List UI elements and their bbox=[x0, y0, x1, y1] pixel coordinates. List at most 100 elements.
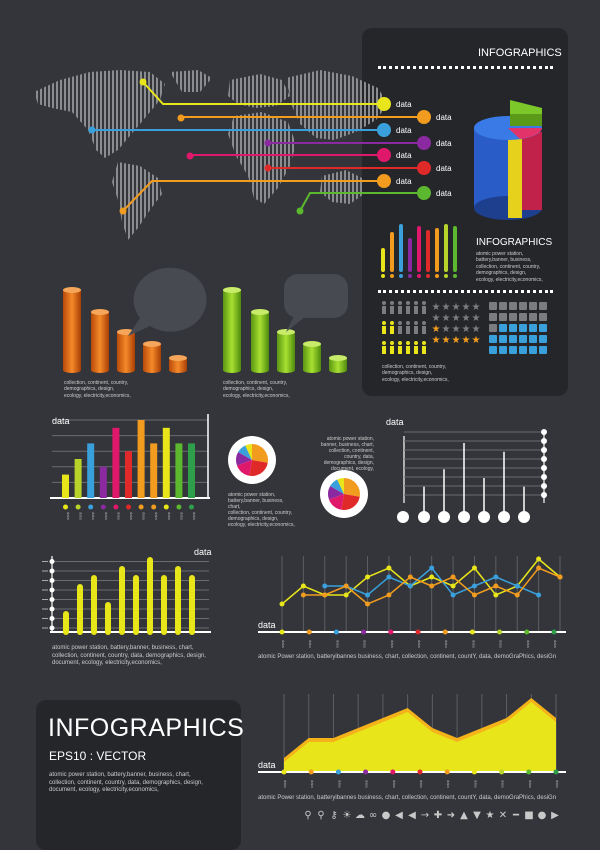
axis-tick-label: data bbox=[446, 780, 451, 789]
axis-dot bbox=[499, 769, 505, 775]
square-cell bbox=[499, 335, 507, 343]
arrow-icon: ▶ bbox=[551, 810, 559, 821]
yellow-bar-chart: data bbox=[42, 547, 212, 635]
cylinder-pie-body-yellow bbox=[508, 132, 522, 218]
square-cell bbox=[519, 346, 527, 354]
person-icon bbox=[422, 306, 426, 314]
pie1-slice bbox=[238, 445, 252, 460]
axis-dot bbox=[553, 769, 559, 775]
cylinder-orange-base bbox=[91, 367, 109, 373]
icon-row: ⚲ ⚲ ⚷ ☀ ☁ ∞ ● ◀ ◀ → ✚ ➜ ▲ ▼ ★ ✕ ━ ■ ● ▶ bbox=[304, 810, 559, 821]
square-cell bbox=[529, 324, 537, 332]
axis-tick-label: data bbox=[337, 780, 342, 789]
bar-x-label: data bbox=[167, 512, 172, 521]
cylinder-green bbox=[329, 358, 347, 370]
series-point bbox=[365, 574, 371, 580]
person-icon bbox=[398, 326, 402, 334]
square-cell bbox=[509, 346, 517, 354]
bar-dot bbox=[189, 504, 194, 510]
bubble1 bbox=[128, 267, 207, 336]
bar-dot bbox=[113, 504, 119, 510]
axis-tick-label: data bbox=[417, 640, 422, 649]
person-icon bbox=[414, 326, 418, 334]
speaker-icon: ◀ bbox=[395, 810, 403, 821]
lollipop-dot bbox=[518, 511, 530, 523]
tick-dot bbox=[49, 606, 55, 612]
bar-x-label: data bbox=[66, 512, 71, 521]
map-endpoint-dot bbox=[377, 148, 391, 162]
mini-bar-dot bbox=[444, 274, 448, 278]
square-cell bbox=[529, 302, 537, 310]
map-point bbox=[177, 114, 185, 122]
map-point bbox=[139, 78, 147, 86]
series-point bbox=[493, 592, 499, 598]
map-endpoint-dot bbox=[417, 110, 431, 124]
bar-dot bbox=[63, 504, 68, 510]
bar bbox=[188, 443, 195, 498]
series-point bbox=[386, 565, 392, 571]
pie2-slice bbox=[330, 479, 344, 494]
cylinders-green-caption: collection, continent, country, demograph… bbox=[223, 380, 290, 399]
star-icon: ★ bbox=[442, 324, 451, 335]
square-cell bbox=[509, 302, 517, 310]
axis-tick-label: data bbox=[555, 780, 560, 789]
cylinder-green-base bbox=[251, 367, 269, 373]
square-cell bbox=[519, 302, 527, 310]
axis-dot bbox=[333, 629, 339, 635]
person-icon bbox=[422, 326, 426, 334]
axis-dot bbox=[551, 629, 557, 635]
star-icon: ★ bbox=[472, 335, 481, 346]
map-endpoint-dot bbox=[377, 174, 391, 188]
star-icon: ★ bbox=[462, 335, 471, 346]
axis-dot bbox=[444, 769, 450, 775]
right-panel-title: INFOGRAPHICS bbox=[478, 47, 562, 59]
tick-dot bbox=[49, 578, 55, 583]
star-icon: ★ bbox=[432, 313, 441, 324]
axis-tick-label: data bbox=[365, 780, 370, 789]
axis-tick-label: data bbox=[390, 640, 395, 649]
link-icon: ∞ bbox=[369, 810, 377, 821]
area-chart-label: data bbox=[258, 760, 276, 770]
square-icon: ■ bbox=[524, 810, 533, 821]
star-icon: ★ bbox=[452, 335, 461, 346]
tick-dot bbox=[49, 597, 55, 602]
pie2-slice bbox=[337, 478, 344, 494]
person-icon bbox=[382, 321, 386, 325]
mini-bar-dot bbox=[390, 274, 394, 278]
lollipop-dot bbox=[397, 511, 409, 523]
speaker-icon: ◀ bbox=[408, 810, 416, 821]
series-point bbox=[407, 574, 413, 580]
cylinder-green bbox=[223, 290, 241, 370]
bar-dot bbox=[88, 504, 94, 510]
axis-dot bbox=[390, 769, 396, 775]
axis-tick-label: data bbox=[499, 640, 504, 649]
axis-dot bbox=[442, 629, 448, 635]
map-north-america bbox=[34, 70, 165, 158]
axis-dot bbox=[361, 629, 367, 635]
square-cell bbox=[539, 335, 547, 343]
lollipop-dot bbox=[458, 511, 470, 523]
star-icon: ★ bbox=[432, 324, 441, 335]
cylinder-orange bbox=[143, 344, 161, 370]
right-panel-desc: atomic power station, battery,banner, bus… bbox=[476, 251, 543, 283]
axis-tick-label: data bbox=[528, 780, 533, 789]
series-point bbox=[450, 574, 456, 580]
mini-bar-dot bbox=[453, 274, 457, 278]
cylinder-orange-top bbox=[143, 341, 161, 347]
person-icon bbox=[406, 346, 410, 354]
cylinder-pie-3d bbox=[474, 100, 542, 220]
map-connector-line bbox=[122, 180, 384, 212]
tick-dot bbox=[49, 568, 55, 574]
axis-dot bbox=[415, 629, 421, 635]
map-connector-line bbox=[142, 81, 384, 105]
bottom-title-panel bbox=[36, 700, 241, 850]
person-icon bbox=[406, 326, 410, 334]
series-point bbox=[493, 574, 499, 580]
bar-dot bbox=[163, 504, 169, 510]
bar-x-label: data bbox=[179, 512, 184, 521]
bar-chart-label: data bbox=[52, 416, 70, 426]
axis-dot bbox=[471, 769, 477, 775]
square-cell bbox=[489, 324, 497, 332]
mini-bar-dot bbox=[417, 274, 421, 278]
